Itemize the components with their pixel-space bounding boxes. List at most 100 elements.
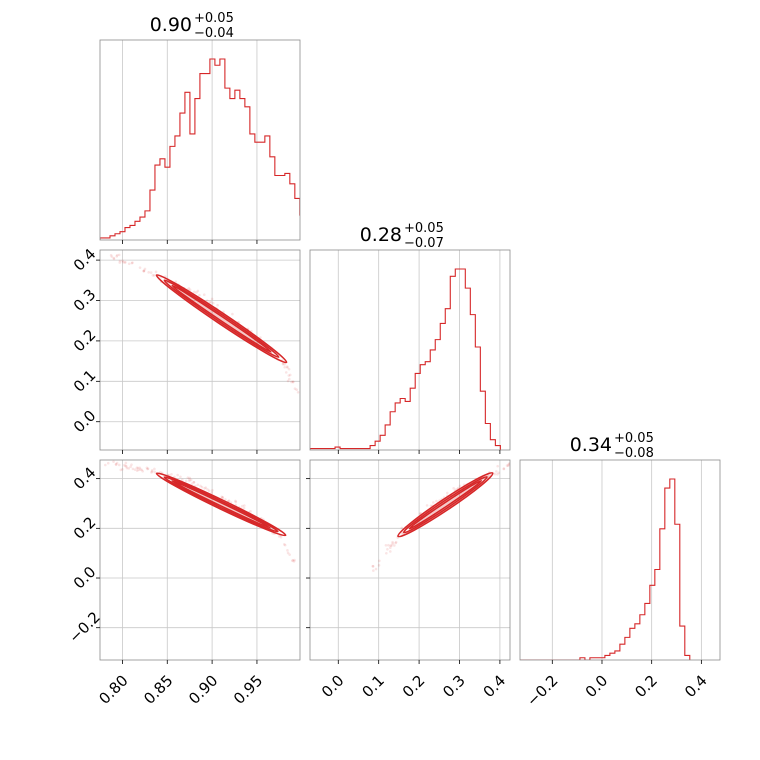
scatter-point [138, 266, 142, 269]
scatter-point [131, 467, 135, 471]
scatter-point [286, 379, 290, 383]
scatter-points-1-0 [109, 253, 300, 394]
scatter-point [196, 483, 200, 487]
scatter-point [199, 484, 202, 488]
panel-title-p0: 0.90 +0.05−0.04 [150, 11, 234, 41]
title-minus-p0: −0.04 [194, 26, 234, 41]
scatter-point [220, 495, 223, 499]
contour-level-0 [155, 472, 287, 537]
scatter-point [507, 462, 510, 466]
scatter-point [114, 462, 118, 466]
scatter-point [122, 463, 126, 467]
scatter-point [121, 468, 124, 471]
scatter-point [231, 312, 234, 316]
scatter-point [493, 472, 497, 476]
scatter-point [188, 288, 192, 292]
scatter-point [394, 541, 397, 545]
scatter-point [188, 476, 192, 480]
scatter-point [378, 559, 381, 563]
scatter-point [295, 388, 298, 392]
scatter-point [140, 468, 144, 472]
x-tick-label-p0-1: 0.85 [140, 671, 176, 707]
scatter-point [283, 543, 287, 547]
x-tick-label-p1-4: 0.4 [480, 671, 510, 701]
scatter-point [195, 291, 198, 294]
scatter-point [117, 463, 121, 467]
scatter-point [389, 550, 392, 553]
scatter-point [429, 504, 433, 508]
scatter-point [386, 547, 389, 551]
histogram-p2 [520, 478, 691, 660]
scatter-point [146, 467, 150, 470]
scatter-point [291, 380, 295, 384]
scatter-point [277, 535, 281, 538]
scatter-point [288, 553, 291, 556]
scatter-point [296, 390, 300, 394]
scatter-point [153, 467, 156, 471]
panel-frame-2-0 [99, 459, 301, 661]
scatter-point [394, 540, 398, 544]
contour-level-2 [171, 480, 271, 529]
scatter-point [452, 487, 455, 490]
scatter-point [283, 365, 287, 369]
scatter-point [209, 300, 212, 304]
scatter-point [372, 569, 375, 572]
x-tick-label-p2-1: 0.0 [582, 671, 612, 701]
y-tick-label-p1-2: 0.2 [70, 326, 100, 356]
scatter-point [458, 484, 462, 488]
contour-level-1 [163, 476, 279, 533]
y-tick-label-p1-1: 0.1 [70, 366, 100, 396]
scatter-point [180, 478, 184, 482]
scatter-point [391, 540, 394, 544]
scatter-point [384, 543, 388, 547]
title-plus-p0: +0.05 [194, 11, 234, 26]
scatter-point [115, 461, 119, 465]
scatter-point [249, 510, 252, 513]
scatter-point [184, 479, 188, 483]
scatter-point [505, 464, 509, 467]
scatter-point [377, 564, 381, 567]
scatter-point [133, 468, 137, 471]
scatter-point [202, 293, 206, 296]
scatter-point [112, 257, 116, 261]
scatter-point [283, 543, 286, 546]
panel-title-p1: 0.28 +0.05−0.07 [360, 221, 444, 251]
scatter-point [187, 287, 191, 290]
x-tick-label-p1-2: 0.2 [399, 671, 429, 701]
scatter-point [104, 463, 107, 467]
scatter-point [391, 542, 394, 545]
scatter-point [287, 377, 291, 381]
scatter-point [143, 267, 147, 271]
scatter-point [210, 297, 214, 301]
scatter-point [287, 374, 291, 377]
title-plus-p2: +0.05 [614, 431, 654, 446]
scatter-point [371, 564, 375, 568]
scatter-point [285, 365, 289, 369]
scatter-point [130, 261, 134, 265]
scatter-point [109, 253, 113, 257]
scatter-point [196, 289, 200, 293]
scatter-point [211, 301, 215, 305]
x-tick-label-p0-0: 0.80 [95, 671, 131, 707]
scatter-point [432, 501, 435, 504]
scatter-point [125, 466, 129, 470]
scatter-point [206, 488, 209, 491]
scatter-point [123, 261, 126, 264]
panel-frame-2-1 [309, 459, 511, 661]
scatter-point [106, 461, 110, 465]
scatter-point [425, 504, 429, 507]
scatter-point [506, 464, 510, 468]
scatter-point [192, 480, 196, 484]
scatter-point [291, 559, 294, 563]
x-tick-label-p1-1: 0.1 [358, 671, 388, 701]
scatter-point [371, 564, 375, 568]
panel-title-p2: 0.34 +0.05−0.08 [570, 431, 654, 461]
scatter-point [130, 463, 133, 466]
scatter-point [446, 491, 449, 495]
scatter-point [198, 293, 201, 297]
contours-1-0 [155, 274, 288, 364]
contour-level-2 [408, 479, 483, 530]
scatter-point [385, 551, 388, 555]
x-tick-label-p1-0: 0.0 [318, 671, 348, 701]
scatter-point [190, 482, 194, 486]
